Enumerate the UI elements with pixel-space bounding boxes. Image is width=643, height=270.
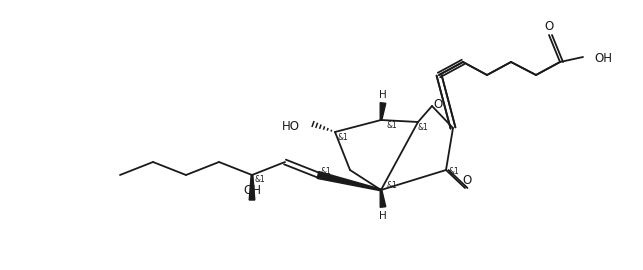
Polygon shape — [249, 175, 255, 200]
Text: HO: HO — [282, 120, 300, 133]
Text: &1: &1 — [255, 174, 266, 184]
Text: &1: &1 — [386, 181, 397, 191]
Polygon shape — [317, 172, 381, 191]
Text: O: O — [462, 174, 471, 187]
Text: OH: OH — [243, 184, 261, 197]
Text: O: O — [433, 99, 442, 112]
Text: H: H — [379, 211, 387, 221]
Text: &1: &1 — [386, 122, 397, 130]
Text: H: H — [379, 90, 387, 100]
Polygon shape — [380, 103, 386, 120]
Text: &1: &1 — [321, 167, 331, 176]
Text: O: O — [545, 21, 554, 33]
Polygon shape — [380, 190, 386, 207]
Text: &1: &1 — [449, 167, 459, 177]
Text: &1: &1 — [338, 133, 349, 141]
Text: OH: OH — [594, 52, 612, 66]
Text: &1: &1 — [417, 123, 428, 131]
